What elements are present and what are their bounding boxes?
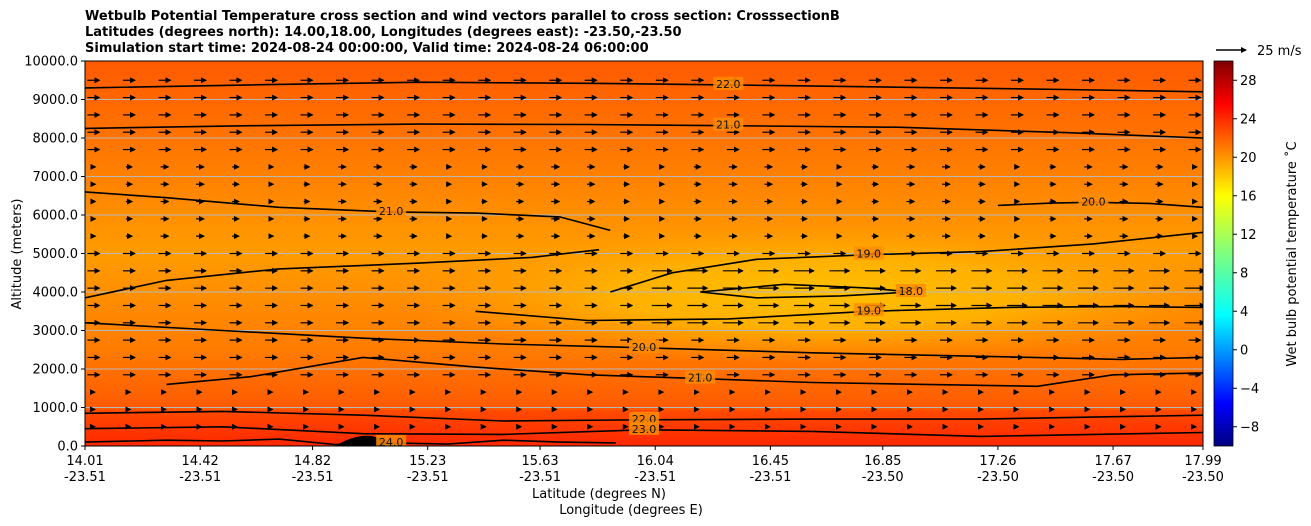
- x-tick-label-lat: 14.01: [66, 454, 103, 469]
- contour-line-1: [85, 123, 1203, 139]
- x-tick-label-lat: 16.45: [752, 454, 789, 469]
- y-tick-label: 4000.0: [33, 286, 79, 301]
- chart-title: Wetbulb Potential Temperature cross sect…: [85, 9, 840, 56]
- contour-label: 21.0: [716, 119, 741, 132]
- x-tick-label-lat: 14.42: [182, 454, 219, 469]
- contour-label-bg: [713, 117, 744, 131]
- y-tick-label: 5000.0: [33, 247, 79, 262]
- x-tick-label-lat: 15.23: [409, 454, 446, 469]
- y-tick-label: 3000.0: [33, 324, 79, 339]
- colorbar-tick-label: 12: [1240, 228, 1257, 243]
- contour-label: 18.0: [899, 285, 924, 298]
- title-line-3: Simulation start time: 2024-08-24 00:00:…: [85, 41, 649, 56]
- cool-core-region: [400, 223, 1203, 363]
- contour-lines: 22.021.020.021.019.019.018.020.021.022.0…: [85, 76, 1203, 449]
- contour-label: 20.0: [632, 341, 657, 354]
- x-tick-label-lon: -23.50: [1182, 470, 1224, 485]
- x-tick-label-lon: -23.50: [977, 470, 1019, 485]
- colorbar-tick-label: 8: [1240, 266, 1248, 281]
- quiver-key-label: 25 m/s: [1257, 44, 1302, 59]
- x-tick-label-lon: -23.51: [634, 470, 676, 485]
- x-tick-label-lon: -23.51: [749, 470, 791, 485]
- y-tick-label: 2000.0: [33, 363, 79, 378]
- colorbar-tick-label: 28: [1240, 74, 1257, 89]
- x-tick-label-lon: -23.50: [1092, 470, 1134, 485]
- contour-label: 19.0: [856, 248, 881, 261]
- contour-label-bg: [853, 246, 884, 260]
- colorbar-ticks: −8 −4 0 4 8 12 16 20 24 28: [1233, 74, 1259, 435]
- colorbar-tick-label: −8: [1240, 420, 1259, 435]
- title-line-1: Wetbulb Potential Temperature cross sect…: [85, 9, 840, 24]
- contour-label: 19.0: [856, 304, 881, 317]
- x-tick-label-lon: -23.51: [407, 470, 449, 485]
- contour-label: 22.0: [716, 78, 741, 91]
- contour-label: 24.0: [379, 436, 404, 449]
- contour-label: 20.0: [1081, 195, 1106, 208]
- x-tick-label-lon: -23.51: [292, 470, 334, 485]
- colorbar-tick-label: 4: [1240, 305, 1248, 320]
- x-axis: 14.01-23.5114.42-23.5114.82-23.5115.23-2…: [64, 446, 1224, 485]
- x-tick-label-lat: 15.63: [521, 454, 558, 469]
- colorbar-tick-label: 0: [1240, 343, 1248, 358]
- title-line-2: Latitudes (degrees north): 14.00,18.00, …: [85, 25, 682, 40]
- x-tick-label-lat: 17.26: [979, 454, 1016, 469]
- colorbar-tick-label: 16: [1240, 189, 1257, 204]
- y-tick-label: 7000.0: [33, 170, 79, 185]
- contour-label-bg: [376, 434, 407, 446]
- x-tick-label-lat: 16.85: [864, 454, 901, 469]
- wind-vectors: [87, 77, 1203, 430]
- y-tick-label: 6000.0: [33, 209, 79, 224]
- contour-line-12: [85, 438, 616, 446]
- x-tick-label-lon: -23.50: [862, 470, 904, 485]
- y-axis-label: Altitude (meters): [10, 199, 25, 310]
- contour-label-bg: [376, 203, 407, 217]
- colorbar-tick-label: 20: [1240, 151, 1257, 166]
- colorbar: −8 −4 0 4 8 12 16 20 24 28 Wet bulb potential tem…: [1213, 60, 1300, 447]
- contour-line-0: [85, 81, 1203, 93]
- contour-label-bg: [895, 284, 926, 297]
- y-tick-label: 1000.0: [33, 401, 79, 416]
- contour-label-bg: [1078, 194, 1109, 208]
- contour-label-bg: [853, 303, 884, 317]
- y-axis: 0.0 1000.0 2000.0 3000.0 4000.0 5000.0 6000.0 7…: [24, 55, 85, 455]
- contour-label: 23.0: [632, 423, 657, 436]
- y-tick-label: 9000.0: [33, 93, 79, 108]
- x-tick-label-lon: -23.51: [64, 470, 106, 485]
- x-tick-label-lat: 17.67: [1095, 454, 1132, 469]
- contour-label: 21.0: [379, 205, 404, 218]
- x-tick-label-lat: 14.82: [294, 454, 331, 469]
- contour-line-4: [85, 248, 600, 299]
- x-axis-label: Latitude (degrees N): [532, 487, 666, 502]
- x-axis-label-2: Longitude (degrees E): [559, 503, 703, 518]
- x-tick-label-lat: 16.04: [637, 454, 674, 469]
- colorbar-tick-label: −4: [1240, 382, 1259, 397]
- contour-label-bg: [685, 370, 716, 384]
- contour-label-bg: [713, 76, 744, 90]
- x-tick-label-lat: 17.99: [1184, 454, 1221, 469]
- colorbar-gradient: [1213, 60, 1234, 447]
- contour-label-bg: [629, 339, 659, 353]
- y-tick-label: 10000.0: [24, 55, 78, 70]
- contour-label-bg: [629, 411, 659, 425]
- y-tick-label: 0.0: [57, 440, 78, 455]
- contour-label-bg: [629, 421, 659, 435]
- quiver-key: 25 m/s: [1216, 44, 1302, 59]
- x-tick-label-lon: -23.51: [179, 470, 221, 485]
- y-tick-label: 8000.0: [33, 132, 79, 147]
- plot-area: 22.021.020.021.019.019.018.020.021.022.0…: [85, 61, 1203, 449]
- contour-label: 21.0: [688, 372, 713, 385]
- colorbar-tick-label: 24: [1240, 112, 1257, 127]
- colorbar-label: Wet bulb potential temperature ˚C: [1284, 141, 1300, 366]
- x-tick-label-lon: -23.51: [519, 470, 561, 485]
